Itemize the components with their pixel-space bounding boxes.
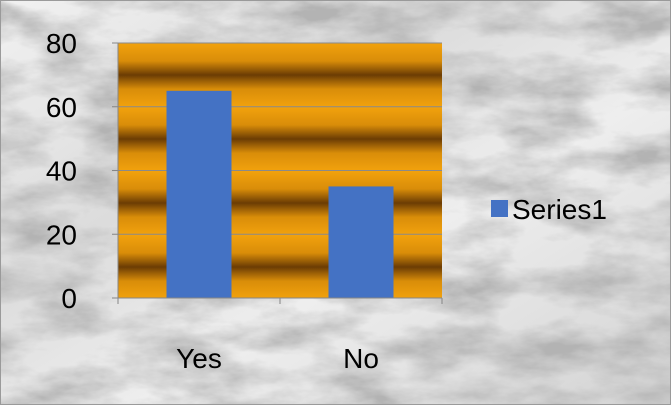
x-tick-label-yes: Yes: [176, 343, 222, 374]
y-tick-label: 20: [46, 219, 77, 250]
legend-swatch: [491, 200, 508, 217]
axes: [112, 42, 443, 304]
y-tick-label: 80: [46, 28, 77, 59]
y-tick-label: 40: [46, 156, 77, 187]
y-tick-label: 0: [61, 283, 77, 314]
y-axis-tick-labels: 0 20 40 60 80: [46, 28, 77, 314]
y-tick-label: 60: [46, 92, 77, 123]
legend: Series1: [491, 194, 607, 225]
legend-label: Series1: [512, 194, 607, 225]
x-axis-tick-labels: Yes No: [176, 343, 379, 374]
bars: [166, 90, 394, 298]
bar-no: [328, 186, 394, 298]
x-tick-label-no: No: [343, 343, 379, 374]
bar-yes: [166, 90, 232, 298]
